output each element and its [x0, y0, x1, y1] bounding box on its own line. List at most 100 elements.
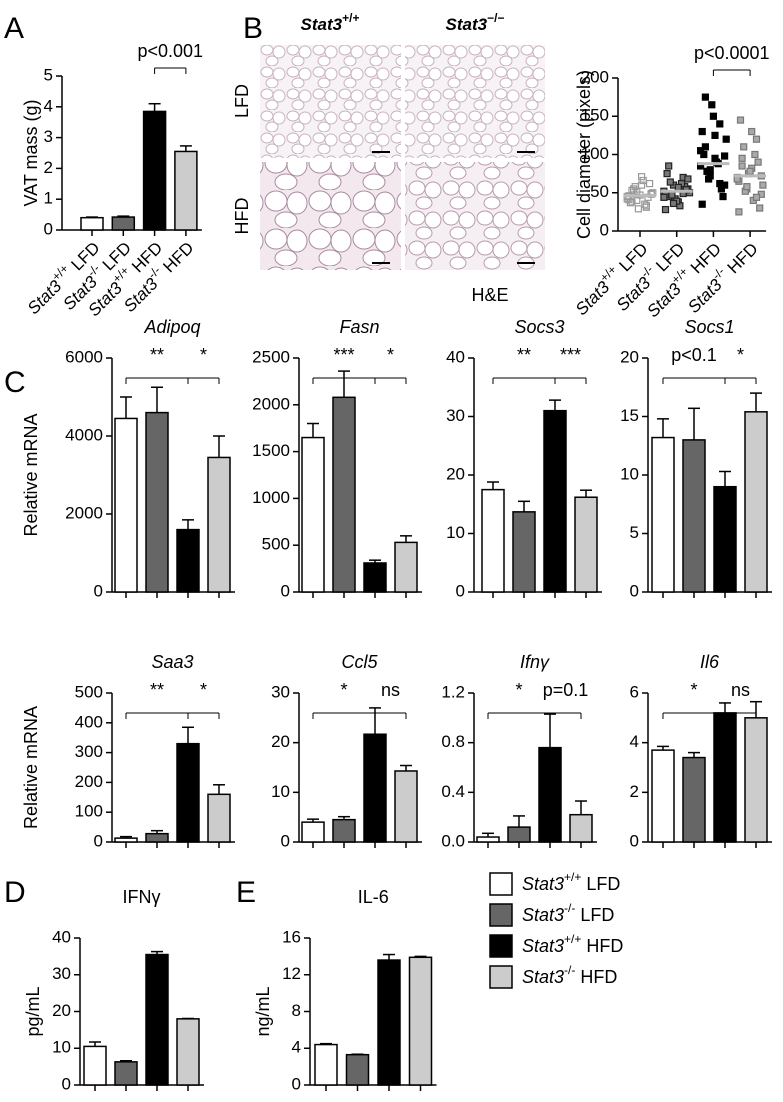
y-tick-label: 4: [630, 732, 639, 751]
scatter-point: [743, 183, 751, 191]
panel-label: C: [4, 366, 26, 399]
scatter-point: [706, 166, 714, 174]
error-bar: [400, 535, 412, 543]
legend-label: Stat3-/- HFD: [522, 963, 617, 987]
y-tick-label: 500: [75, 682, 103, 701]
y-tick-label: 0: [292, 1074, 301, 1093]
bar: [145, 832, 169, 843]
chart-title: Socs1: [684, 317, 734, 337]
scatter-point: [669, 199, 678, 208]
histology-image: [405, 45, 545, 158]
scatter-point: [634, 205, 643, 213]
significance-label: *: [200, 345, 207, 365]
error-bar: [369, 707, 381, 735]
scatter-point: [629, 185, 638, 193]
scatter-point: [740, 143, 748, 151]
legend-swatch: [489, 903, 513, 927]
scatter-point: [711, 131, 719, 139]
bar: [176, 528, 200, 593]
significance-label: ns: [381, 680, 400, 700]
scatter-point: [738, 154, 746, 162]
bar: [114, 417, 138, 593]
scatter-point: [665, 162, 673, 170]
scatter-point: [660, 193, 668, 201]
bar: [744, 717, 768, 843]
error-bar: [151, 950, 163, 955]
panel-label: D: [4, 876, 26, 909]
scatter-point: [666, 178, 674, 186]
scatter-point: [719, 192, 727, 201]
error-bar: [719, 470, 731, 487]
bar: [507, 826, 531, 843]
chart-title: Fasn: [339, 317, 379, 337]
y-tick-label: 0.4: [441, 782, 465, 801]
bar: [363, 562, 387, 593]
bar: [651, 749, 675, 843]
scatter-point: [633, 196, 641, 204]
chart-title: Il6: [700, 652, 720, 672]
error-bar: [89, 1041, 101, 1047]
y-tick-label: 6: [630, 682, 639, 701]
bar: [481, 488, 505, 593]
histology-image: [260, 162, 401, 270]
error-bar: [369, 559, 381, 563]
y-tick-label: 6000: [65, 347, 103, 366]
error-bar: [86, 216, 98, 218]
error-bar: [518, 500, 530, 512]
significance-label: **: [150, 345, 164, 365]
y-tick-label: 2000: [65, 503, 103, 522]
scatter-point: [716, 120, 724, 128]
significance-label: *: [387, 345, 394, 365]
error-bar: [182, 519, 194, 530]
scatter-point: [701, 143, 710, 151]
y-tick-label: 20: [271, 732, 290, 751]
error-bar: [719, 702, 731, 713]
scatter-point: [663, 170, 671, 178]
chart-title: Ccl5: [341, 652, 378, 672]
y-tick-label: 0: [630, 581, 639, 600]
bar: [682, 439, 706, 593]
scatter-point: [736, 116, 745, 124]
error-bar: [151, 829, 163, 834]
error-bar: [544, 713, 556, 748]
image-row-label: LFD: [232, 84, 252, 118]
bar: [651, 436, 675, 593]
error-bar: [120, 396, 132, 419]
y-tick-label: 300: [75, 742, 103, 761]
y-tick-label: 100: [75, 802, 103, 821]
y-axis-label: pg/mL: [23, 986, 43, 1036]
chart-title: Ifnγ: [520, 652, 550, 672]
y-axis-label: ng/mL: [253, 986, 273, 1036]
scatter-point: [716, 179, 724, 188]
error-bar: [307, 422, 319, 438]
bar: [569, 813, 593, 843]
y-tick-label: 0: [94, 831, 103, 850]
error-bar: [179, 145, 192, 152]
bar: [145, 953, 169, 1086]
chart-title: Saa3: [151, 652, 193, 672]
scatter-point: [752, 135, 761, 143]
error-bar: [750, 392, 762, 412]
x-tick-label: Stat3+/+ HFD: [641, 237, 726, 322]
y-tick-label: 0: [630, 831, 639, 850]
image-row-label: HFD: [232, 198, 252, 235]
bar: [301, 436, 325, 593]
error-bar: [549, 399, 561, 411]
significance-label: *: [340, 680, 347, 700]
significance-label: p<0.001: [137, 41, 203, 61]
y-axis-label: Relative mRNA: [21, 706, 41, 829]
y-tick-label: 0.0: [441, 831, 465, 850]
error-bar: [213, 435, 225, 458]
error-bar: [148, 102, 161, 112]
error-bar: [688, 751, 700, 758]
significance-label: *: [515, 680, 522, 700]
scatter-point: [708, 101, 716, 109]
y-tick-label: 50: [590, 182, 609, 201]
y-tick-label: 2500: [252, 347, 290, 366]
scatter-point: [684, 175, 692, 183]
error-bar: [182, 726, 194, 744]
y-tick-label: 150: [581, 106, 609, 125]
scatter-point: [642, 203, 651, 211]
error-bar: [482, 832, 494, 838]
error-bar: [338, 815, 350, 820]
